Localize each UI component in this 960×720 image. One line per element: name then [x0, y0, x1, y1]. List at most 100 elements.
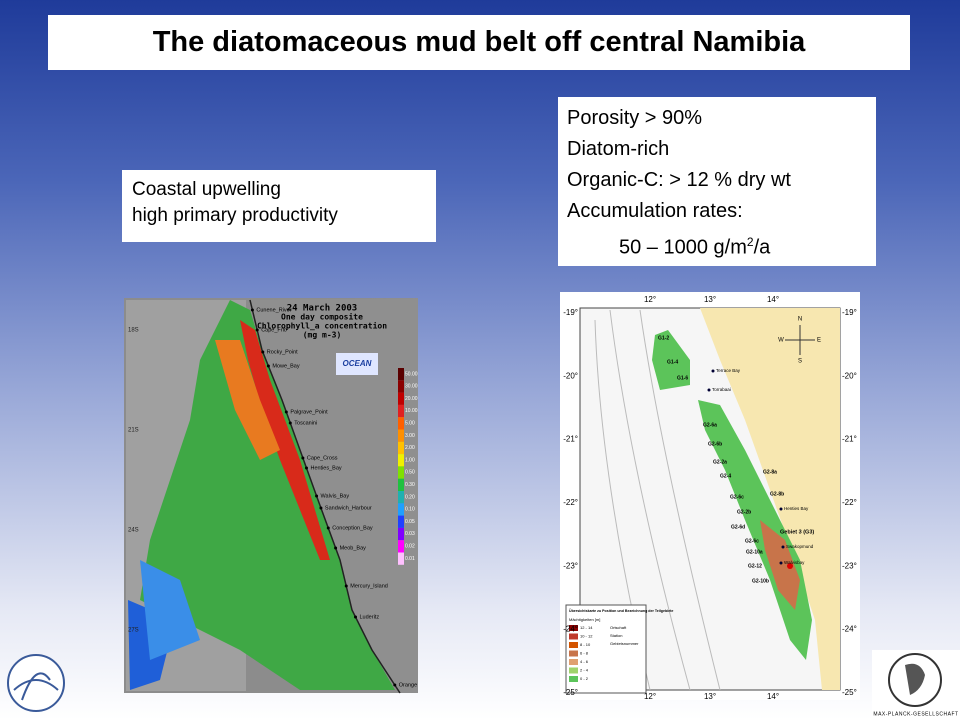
place-label: Toscanini — [294, 420, 317, 426]
legend-symbol-label: Gebietsnummer — [610, 641, 639, 646]
latitude-label: -22° — [563, 498, 578, 507]
place-label: Cape_Cross — [307, 455, 338, 461]
latitude-label: 27S — [128, 628, 139, 634]
place-marker — [288, 421, 292, 425]
zone-label: G2-8b — [770, 491, 784, 497]
scale-label: 0.01 — [405, 556, 415, 562]
legend-box — [565, 604, 647, 694]
scale-label: 5.00 — [405, 421, 415, 427]
town-label: Terrace Bay — [716, 368, 741, 373]
scale-swatch — [398, 368, 404, 381]
scale-swatch — [398, 466, 404, 479]
map-heading: (mg m-3) — [303, 331, 342, 340]
latitude-label: -24° — [842, 625, 857, 634]
zone-label: G2-6d — [731, 524, 745, 530]
zone-label: G2-6b — [708, 441, 722, 447]
place-marker — [326, 526, 330, 530]
legend-label: 2 - 4 — [580, 668, 589, 673]
zone-label: G2-6c — [730, 494, 744, 500]
place-label: Sandwich_Harbour — [325, 505, 372, 511]
place-label: Henties_Bay — [310, 465, 341, 471]
town-marker — [779, 561, 783, 565]
scale-swatch — [398, 478, 404, 491]
scale-label: 50.00 — [405, 371, 418, 377]
place-label: Cape_Frio — [261, 327, 287, 333]
scale-label: 0.20 — [405, 494, 415, 500]
latitude-label: -21° — [842, 435, 857, 444]
mud-belt — [652, 330, 690, 390]
legend-symbol-label: Ortschaft — [610, 625, 627, 630]
place-label: Cunene_River — [256, 307, 291, 313]
mud-map: Übersichtskarte zu Position und Bezeichn… — [560, 292, 860, 700]
scale-label: 20.00 — [405, 396, 418, 402]
legend-label: 0 - 2 — [580, 676, 589, 681]
latitude-label: -20° — [563, 371, 578, 380]
latitude-label: -25° — [842, 688, 857, 697]
legend-subtitle: Mächtigkeiten [m] — [569, 617, 600, 622]
legend-swatch — [569, 625, 578, 631]
medium-productivity — [215, 340, 280, 460]
scale-swatch — [398, 380, 404, 393]
legend-swatch — [569, 659, 578, 665]
zone-label: G2-2b — [737, 509, 751, 515]
scale-label: 0.03 — [405, 531, 415, 537]
place-label: Mowe_Bay — [272, 363, 299, 369]
map-heading: 24 March 2003 — [287, 304, 357, 314]
zone-label: G1-4 — [667, 359, 678, 365]
land — [250, 298, 418, 693]
text-line: 50 – 1000 g/m2/a — [567, 227, 876, 264]
town-marker — [779, 507, 783, 511]
rate-unit: /a — [753, 236, 771, 259]
place-marker — [304, 466, 308, 470]
superscript: 2 — [746, 235, 754, 249]
longitude-label: 12° — [644, 295, 656, 304]
compass-letter: S — [798, 359, 802, 365]
text-line: Diatom-rich — [567, 138, 670, 160]
longitude-label: 13° — [704, 295, 716, 304]
place-marker — [315, 494, 319, 498]
scale-swatch — [398, 527, 404, 541]
legend-label: 6 - 8 — [580, 651, 589, 656]
legend-swatch — [569, 633, 578, 640]
legend-swatch — [569, 676, 578, 682]
place-marker — [266, 364, 270, 368]
latitude-label: 18S — [128, 328, 139, 334]
legend-symbol-label: Station — [610, 633, 622, 638]
legend-title: Übersichtskarte zu Position und Bezeichn… — [569, 608, 673, 613]
legend: Übersichtskarte zu Position und Bezeichn… — [569, 608, 673, 682]
upwelling-box: Coastal upwelling high primary productiv… — [122, 170, 436, 242]
scale-swatch — [398, 454, 404, 467]
zone-label: G2-8a — [763, 469, 777, 475]
latitude-label: -23° — [563, 561, 578, 570]
scale-label: 0.50 — [405, 470, 415, 476]
place-marker — [250, 308, 254, 312]
scale-swatch — [398, 552, 404, 565]
latitude-label: -25° — [563, 688, 578, 697]
thick-core — [787, 563, 793, 569]
zone-label: G2-2a — [713, 459, 727, 465]
text-line: Accumulation rates: — [567, 200, 743, 222]
compass-letter: N — [798, 317, 802, 323]
thick-mud — [760, 520, 800, 610]
chlorophyll-map: 50.00 30.00 20.00 10.00 5.00 3.00 2.00 1.00 0.50… — [124, 298, 418, 694]
town-label: Walvisbay — [784, 560, 805, 565]
zone-label: G2-12 — [748, 563, 762, 569]
scale-label: 10.00 — [405, 408, 418, 414]
place-label: Rocky_Point — [267, 349, 298, 355]
longitude-label: 12° — [644, 692, 656, 701]
town-label: Henties Bay — [784, 506, 809, 511]
properties-box: Porosity > 90% Diatom-rich Organic-C: > … — [558, 97, 876, 266]
map-heading: One day composite — [281, 312, 363, 322]
scale-label: 0.30 — [405, 482, 415, 488]
latitude-label: -20° — [842, 371, 857, 380]
latitude-label: -19° — [842, 308, 857, 317]
place-label: Conception_Bay — [332, 525, 373, 531]
scale-label: 3.00 — [405, 433, 415, 439]
institute-logo — [7, 654, 65, 712]
latitude-label: -23° — [842, 561, 857, 570]
text-line: Porosity > 90% — [567, 107, 703, 129]
scale-swatch — [398, 429, 404, 442]
legend-label: 12 - 14 — [580, 625, 593, 630]
town-marker — [711, 369, 715, 373]
